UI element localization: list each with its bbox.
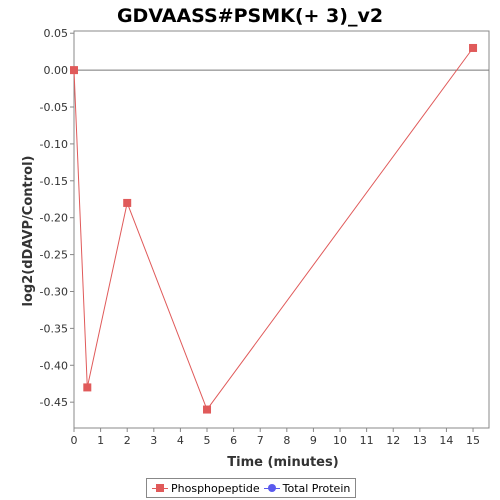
- legend-entry-phosphopeptide: Phosphopeptide: [152, 482, 260, 495]
- legend-square-phosphopeptide: [156, 484, 164, 492]
- x-tick-label: 8: [283, 434, 290, 447]
- x-axis-label: Time (minutes): [227, 455, 338, 470]
- x-tick-label: 13: [413, 434, 427, 447]
- x-tick-label: 10: [333, 434, 347, 447]
- y-tick-label: -0.30: [40, 285, 68, 298]
- x-tick-label: 0: [71, 434, 78, 447]
- data-point: [83, 383, 92, 392]
- y-tick-label: -0.15: [40, 175, 68, 188]
- x-tick-label: 12: [386, 434, 400, 447]
- x-tick-label: 7: [257, 434, 264, 447]
- y-tick-label: 0.00: [44, 64, 69, 77]
- legend-entry-total-protein: Total Protein: [263, 481, 351, 495]
- legend-circle-total-protein: [267, 484, 276, 492]
- x-tick-label: 15: [466, 434, 480, 447]
- y-tick-label: -0.20: [40, 212, 68, 225]
- legend-label-total-protein: Total Protein: [282, 481, 351, 495]
- chart-title: GDVAASS#PSMK(+ 3)_v2: [117, 5, 383, 27]
- y-tick-label: -0.10: [40, 138, 68, 151]
- y-tick-label: -0.35: [40, 322, 68, 335]
- legend: Phosphopeptide Total Protein: [146, 478, 357, 498]
- x-tick-label: 5: [204, 434, 211, 447]
- plot-area: 0.05 0.00 -0.05 -0.10 -0.15 -0.20 -0.25 -0.30 -0…: [40, 27, 490, 447]
- x-tick-label: 9: [310, 434, 317, 447]
- data-point: [123, 198, 132, 207]
- y-tick-label: -0.45: [40, 396, 68, 409]
- x-tick-label: 11: [360, 434, 374, 447]
- plot-frame: [73, 30, 490, 429]
- y-tick-label: 0.05: [44, 27, 69, 40]
- data-point: [70, 66, 78, 75]
- x-tick-label: 1: [97, 434, 104, 447]
- y-axis-label: log2(dDAVP/Control): [21, 156, 36, 307]
- x-tick-label: 2: [124, 434, 131, 447]
- y-tick-label: -0.05: [40, 101, 68, 114]
- x-tick-label: 14: [439, 434, 453, 447]
- legend-circle-marker-icon: [263, 482, 280, 494]
- data-point: [203, 405, 212, 414]
- x-tick-label: 4: [177, 434, 184, 447]
- legend-square-marker-icon: [152, 482, 168, 494]
- x-tick-label: 3: [150, 434, 157, 447]
- y-tick-label: -0.40: [40, 359, 68, 372]
- data-point: [469, 43, 478, 52]
- y-tick-label: -0.25: [40, 249, 68, 262]
- legend-label-phosphopeptide: Phosphopeptide: [171, 481, 260, 495]
- x-tick-label: 6: [230, 434, 237, 447]
